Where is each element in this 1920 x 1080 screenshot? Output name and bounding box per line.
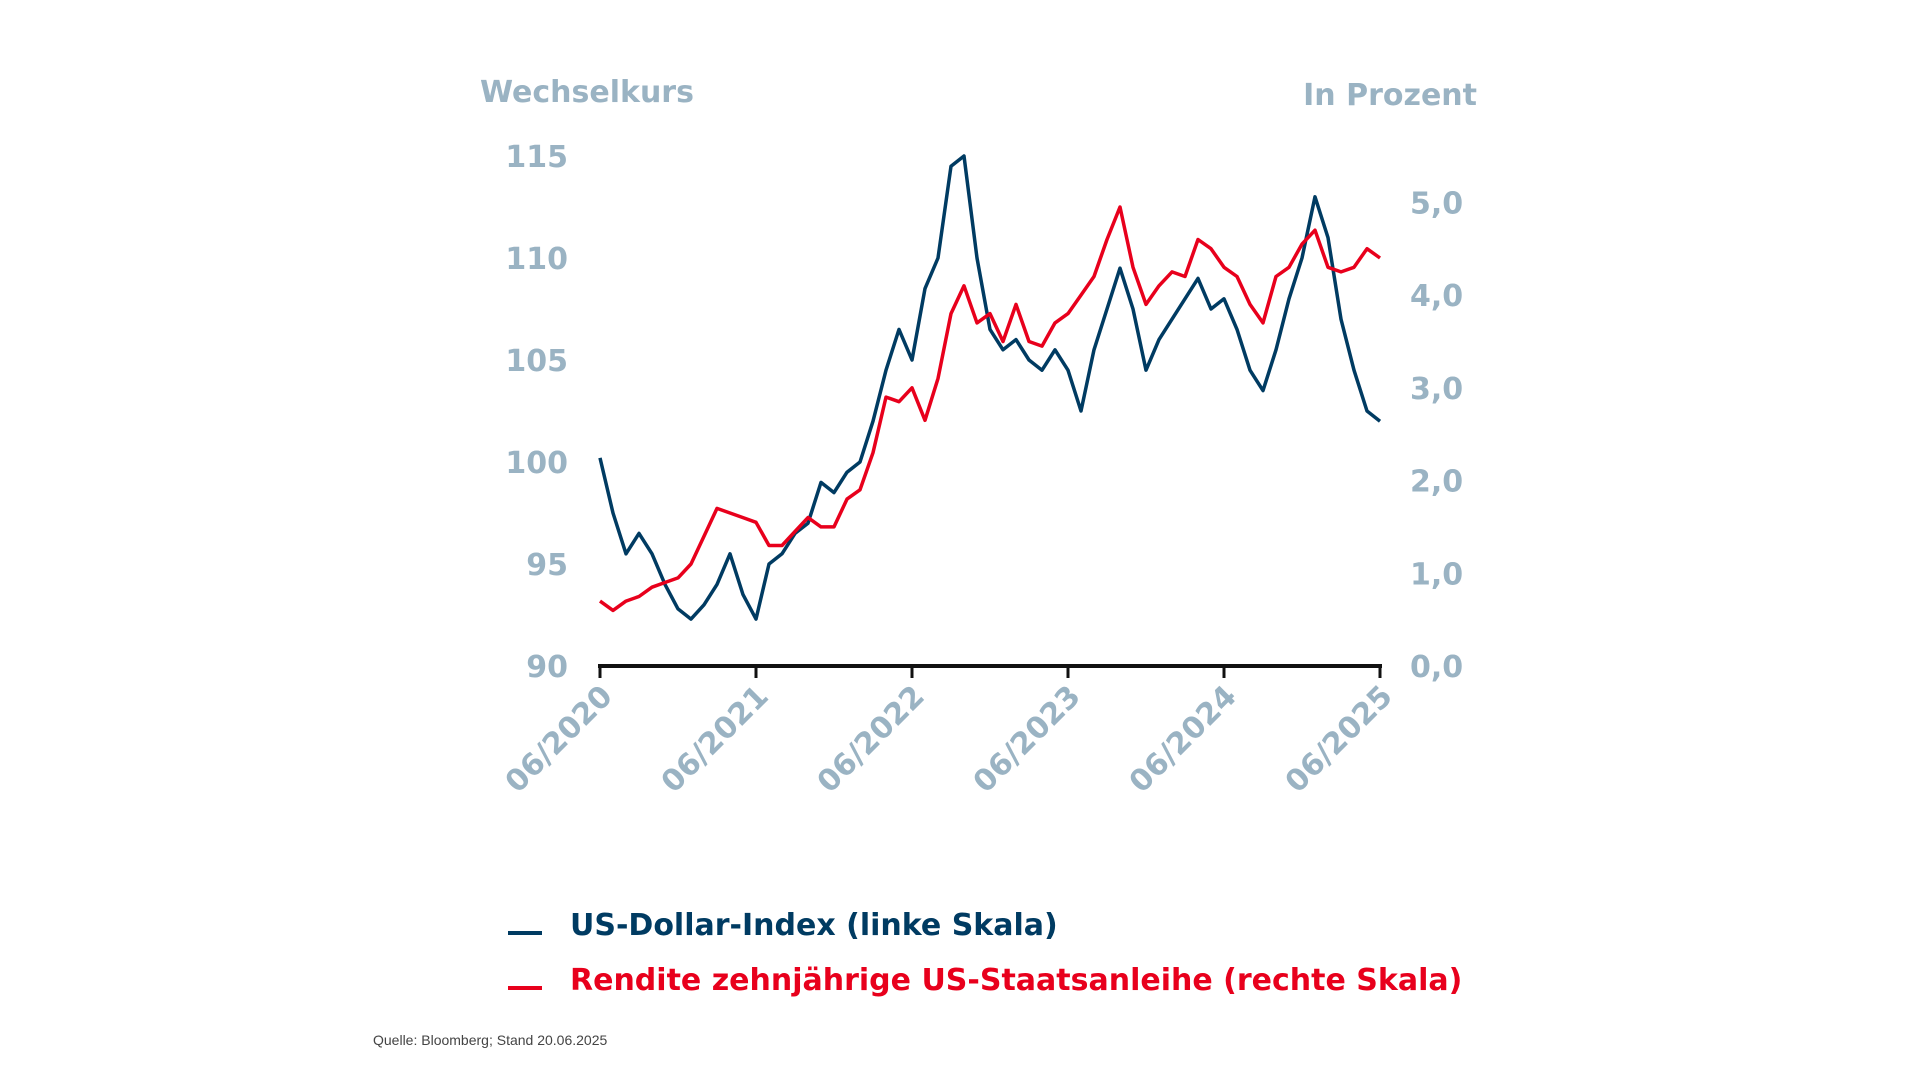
x-tick-label: 06/2021 (655, 679, 776, 800)
x-tick-label: 06/2024 (1123, 679, 1244, 800)
x-tick-label: 06/2023 (967, 679, 1088, 800)
right-tick-label: 0,0 (1410, 650, 1463, 685)
right-tick-label: 1,0 (1410, 557, 1463, 592)
dollar-index-line (598, 154, 1382, 621)
legend-item-treasury-yield: Rendite zehnjährige US-Staatsanleihe (re… (508, 963, 1462, 998)
left-tick-label: 95 (526, 548, 568, 583)
legend-swatch-yield (508, 985, 542, 990)
legend-label-yield: Rendite zehnjährige US-Staatsanleihe (re… (570, 963, 1463, 998)
right-tick-label: 5,0 (1410, 186, 1463, 221)
x-tick-label: 06/2020 (499, 679, 620, 800)
source-note: Quelle: Bloomberg; Stand 20.06.2025 (373, 1032, 608, 1048)
right-tick-label: 2,0 (1410, 465, 1463, 500)
right-tick-label: 4,0 (1410, 279, 1463, 314)
left-tick-label: 100 (505, 446, 568, 481)
right-axis-title: In Prozent (1303, 78, 1477, 113)
treasury-yield-line (598, 205, 1382, 613)
x-tick-label: 06/2022 (811, 679, 932, 800)
left-tick-label: 115 (505, 140, 568, 175)
left-axis-title: Wechselkurs (480, 75, 694, 110)
left-tick-label: 105 (505, 344, 568, 379)
right-tick-label: 3,0 (1410, 372, 1463, 407)
left-tick-label: 110 (505, 242, 568, 277)
left-tick-label: 90 (526, 650, 568, 685)
legend-item-dollar-index: US-Dollar-Index (linke Skala) (508, 908, 1058, 943)
legend-swatch-dollar (508, 930, 542, 935)
x-tick-label: 06/2025 (1279, 679, 1400, 800)
legend-label-dollar: US-Dollar-Index (linke Skala) (570, 908, 1058, 943)
